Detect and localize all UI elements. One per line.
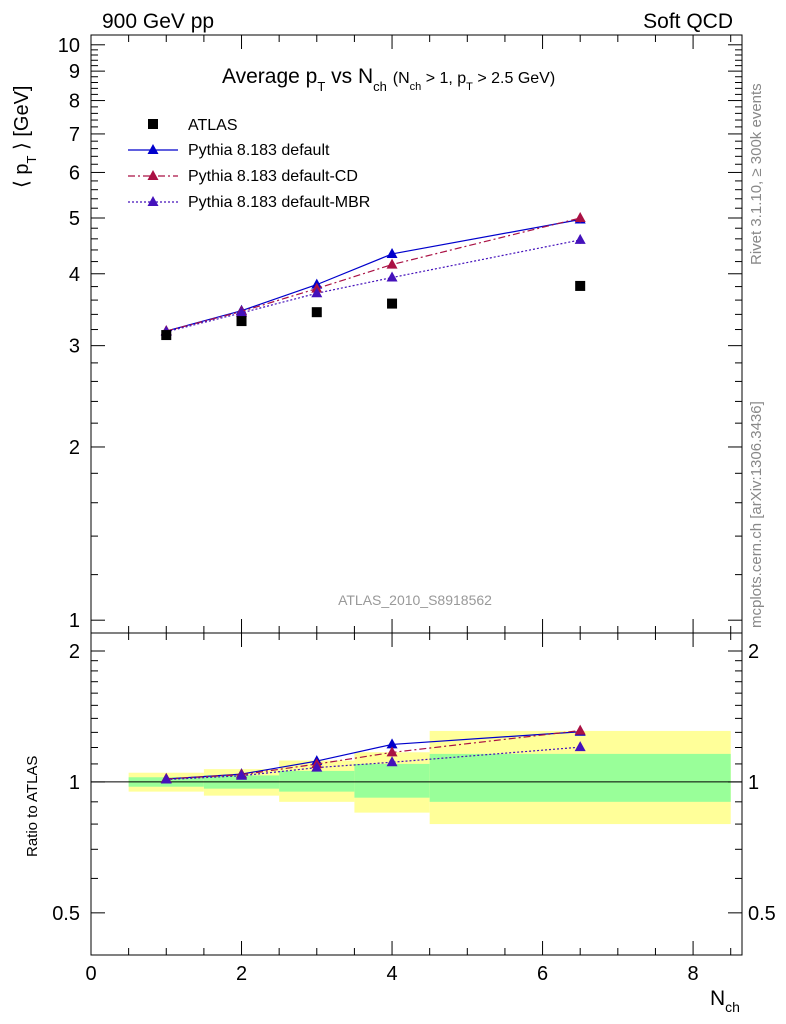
ratio-point (574, 741, 586, 752)
ratio-point (236, 769, 248, 780)
band-green-3 (354, 763, 430, 798)
ratio-point (311, 761, 323, 772)
x-tick-label: 6 (537, 963, 548, 985)
ratio-point (574, 724, 586, 735)
header-left: 900 GeV pp (102, 10, 214, 33)
series-point (386, 247, 398, 258)
x-axis-label: Nch (710, 987, 740, 1015)
data-point (161, 330, 172, 341)
ratio-point (160, 773, 172, 784)
x-tick-label: 8 (688, 963, 699, 985)
series-point (574, 233, 586, 244)
legend-label-mbr: Pythia 8.183 default-MBR (188, 194, 370, 211)
main-y-tick-label: 6 (69, 162, 80, 184)
ratio-point (386, 746, 398, 757)
ratio-y-tick-label: 1 (69, 772, 80, 794)
series-point (386, 271, 398, 282)
data-point (311, 307, 322, 318)
band-green-4 (429, 753, 731, 802)
series-point (574, 212, 586, 223)
x-tick-label: 2 (236, 963, 247, 985)
main-y-tick-label: 4 (69, 264, 80, 286)
main-y-tick-label: 7 (69, 124, 80, 146)
ratio-y-axis-label: Ratio to ATLAS (24, 756, 41, 857)
series-line-2 (166, 239, 581, 333)
main-y-tick-label: 5 (69, 208, 80, 230)
legend-marker-cd (147, 170, 159, 180)
ratio-point (386, 756, 398, 767)
ratio-y-tick-label-right: 1 (748, 772, 759, 794)
x-tick-label: 4 (386, 963, 397, 985)
data-point (575, 280, 586, 291)
main-y-tick-label: 3 (69, 336, 80, 358)
legend-marker-atlas (148, 119, 158, 129)
ratio-point (386, 738, 398, 749)
series-point (236, 306, 248, 317)
data-point (387, 298, 398, 309)
series (160, 212, 586, 784)
mcplots-label: mcplots.cern.ch [arXiv:1306.3436] (748, 401, 765, 628)
main-y-tick-label: 10 (58, 35, 80, 57)
main-y-tick-label: 9 (69, 61, 80, 83)
ratio-y-tick-label: 0.5 (52, 903, 80, 925)
legend-label-default: Pythia 8.183 default (188, 142, 330, 159)
legend-label-atlas: ATLAS (188, 117, 238, 134)
ratio-line-2 (166, 746, 581, 781)
rivet-label: Rivet 3.1.10, ≥ 300k events (748, 83, 765, 265)
ratio-y-tick-label-right: 2 (748, 641, 759, 663)
series-point (386, 258, 398, 269)
legend-marker-mbr (147, 196, 159, 206)
main-y-axis-label: ⟨ pT ⟩ [GeV] (11, 86, 39, 189)
band-green-2 (279, 770, 355, 792)
plot-title: Average pT vs Nch (Nch > 1, pT > 2.5 GeV… (222, 65, 555, 94)
ratio-y-tick-label: 2 (69, 641, 80, 663)
main-y-tick-label: 1 (69, 610, 80, 632)
legend-label-cd: Pythia 8.183 default-CD (188, 168, 358, 185)
ratio-y-tick-label-right: 0.5 (748, 903, 776, 925)
main-y-tick-label: 2 (69, 437, 80, 459)
header-right: Soft QCD (643, 10, 733, 33)
legend-marker-default (147, 144, 159, 154)
data-point (236, 316, 247, 327)
main-y-tick-label: 8 (69, 91, 80, 113)
series-point (311, 287, 323, 298)
legend: ATLAS Pythia 8.183 default Pythia 8.183 … (128, 117, 370, 211)
analysis-watermark: ATLAS_2010_S8918562 (338, 592, 492, 608)
x-tick-label: 0 (85, 963, 96, 985)
axes: 0 2 4 6 8 1 2 3 4 5 6 7 8 9 10 0.5 0.5 1 1 2 2 (52, 35, 776, 985)
